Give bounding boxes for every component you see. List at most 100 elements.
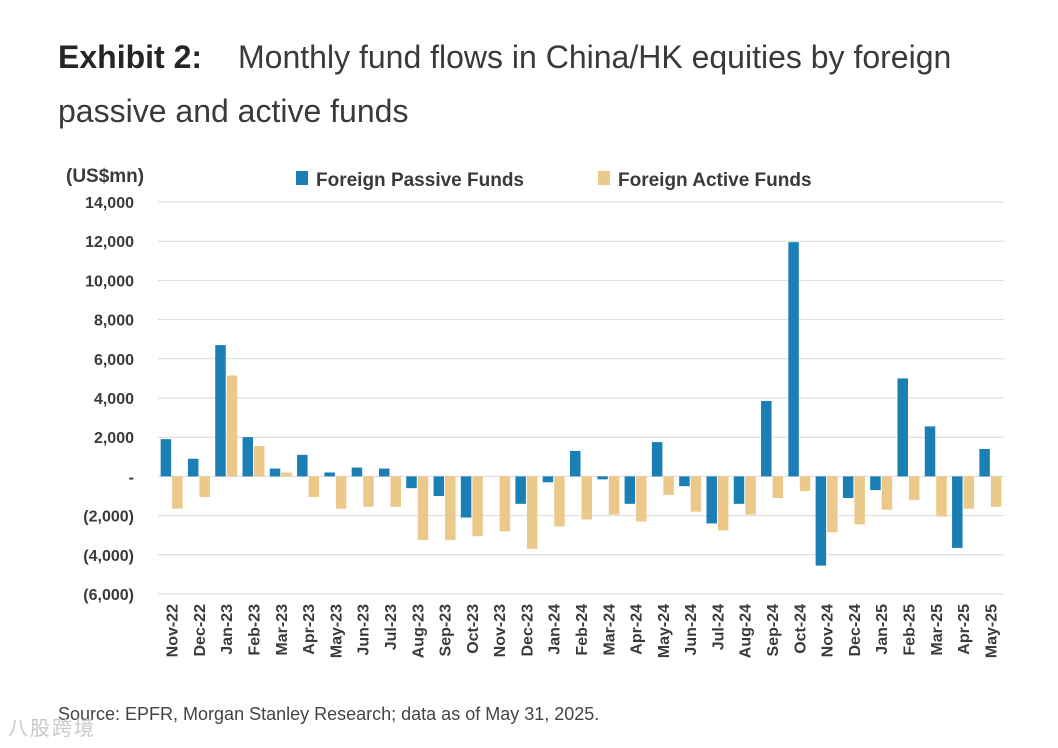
bar-active [226, 375, 238, 477]
bar-active [717, 476, 729, 531]
bar-passive [979, 448, 990, 477]
bar-active [554, 476, 565, 527]
bar-passive [215, 345, 226, 477]
x-tick-label: Dec-22 [192, 604, 209, 657]
x-tick-label: Mar-25 [929, 604, 946, 656]
bar-active [308, 476, 320, 497]
x-tick-label: Oct-23 [465, 604, 482, 654]
bar-passive [324, 472, 335, 477]
bar-active [990, 476, 1002, 507]
x-tick-label: Jan-25 [874, 604, 891, 655]
y-tick-label: 4,000 [94, 391, 134, 408]
y-tick-label: (2,000) [83, 509, 134, 526]
exhibit-label: Exhibit 2: [58, 39, 203, 75]
x-tick-label: May-23 [328, 604, 345, 658]
bar-passive [269, 468, 281, 477]
x-tick-label: Nov-24 [820, 604, 837, 657]
bar-active [281, 472, 292, 477]
bar-passive [815, 476, 827, 566]
y-tick-label: 10,000 [85, 273, 134, 290]
bar-passive [952, 476, 963, 548]
bar-active [881, 476, 893, 510]
bar-passive [624, 476, 636, 504]
bar-passive [460, 476, 472, 518]
bar-passive [897, 378, 908, 477]
bar-active [636, 476, 647, 522]
y-tick-label: 14,000 [85, 195, 134, 212]
bar-active [335, 476, 347, 509]
y-tick-label: - [129, 469, 134, 486]
bar-active [199, 476, 210, 497]
bar-active [690, 476, 702, 512]
title-text: Monthly fund flows in China/HK equities … [58, 39, 952, 129]
bar-passive [733, 476, 745, 504]
x-tick-label: Apr-23 [301, 604, 318, 655]
x-tick-label: Nov-23 [492, 604, 509, 657]
bar-active [663, 476, 674, 496]
bar-passive [788, 242, 799, 477]
legend-label-passive: Foreign Passive Funds [316, 170, 524, 191]
bar-active [363, 476, 374, 507]
bar-active [390, 476, 401, 507]
x-tick-label: Feb-23 [247, 604, 264, 656]
bar-passive [651, 442, 663, 477]
chart-title: Exhibit 2: Monthly fund flows in China/HK… [58, 30, 1018, 138]
bar-active [745, 476, 756, 515]
bar-active [799, 476, 811, 492]
y-tick-label: 8,000 [94, 313, 134, 330]
bar-active [526, 476, 538, 549]
bar-active [445, 476, 456, 541]
y-tick-label: (4,000) [83, 548, 134, 565]
x-tick-label: Jul-23 [383, 604, 400, 650]
y-tick-label: 6,000 [94, 352, 134, 369]
x-tick-label: Dec-23 [519, 604, 536, 657]
x-tick-label: Apr-24 [629, 604, 646, 655]
bar-passive [242, 437, 254, 477]
fund-flows-chart: (US$mn) Foreign Passive Funds Foreign Ac… [66, 166, 1004, 658]
bar-passive [597, 476, 608, 480]
bar-passive [570, 450, 581, 477]
y-axis-ticks: (6,000) (4,000) (2,000) - 2,000 4,000 6,000 8,0… [83, 195, 134, 604]
bar-active [254, 446, 265, 477]
x-tick-label: Feb-24 [574, 604, 591, 656]
bar-active [772, 476, 784, 498]
watermark: 八股跨境 [8, 718, 96, 740]
x-tick-label: Sep-23 [438, 604, 455, 657]
x-tick-label: Jun-23 [356, 604, 373, 656]
x-tick-label: Jan-24 [547, 604, 564, 655]
bar-passive [406, 476, 417, 489]
bar-active [417, 476, 429, 541]
bar-passive [842, 476, 854, 498]
bar-passive [160, 439, 172, 477]
x-tick-label: Jul-24 [710, 604, 727, 650]
bar-active [172, 476, 183, 509]
x-tick-label: May-25 [983, 604, 1000, 658]
legend-swatch-passive [296, 171, 308, 185]
legend-label-active: Foreign Active Funds [618, 170, 812, 191]
x-tick-label: Sep-24 [765, 604, 782, 657]
bar-passive [433, 476, 445, 496]
y-unit-label: (US$mn) [66, 166, 144, 187]
bar-active [854, 476, 865, 525]
bar-passive [515, 476, 526, 504]
bar-passive [924, 426, 936, 477]
bars [160, 242, 1002, 566]
x-tick-label: Mar-23 [274, 604, 291, 656]
x-tick-label: Jan-23 [219, 604, 236, 655]
y-tick-label: (6,000) [83, 587, 134, 604]
bar-active [908, 476, 920, 500]
bar-passive [870, 476, 881, 491]
x-tick-label: Jun-24 [683, 604, 700, 656]
gridlines [158, 201, 1004, 595]
bar-passive [761, 400, 772, 477]
x-tick-label: Aug-23 [410, 604, 427, 658]
x-tick-label: Dec-24 [847, 604, 864, 657]
bar-active [581, 476, 592, 520]
bar-passive [297, 454, 308, 477]
bar-active [936, 476, 947, 517]
bar-passive [679, 476, 690, 487]
source-note: Source: EPFR, Morgan Stanley Research; d… [58, 704, 600, 724]
bar-active [472, 476, 483, 537]
x-tick-label: May-24 [656, 604, 673, 658]
bar-active [499, 476, 511, 532]
